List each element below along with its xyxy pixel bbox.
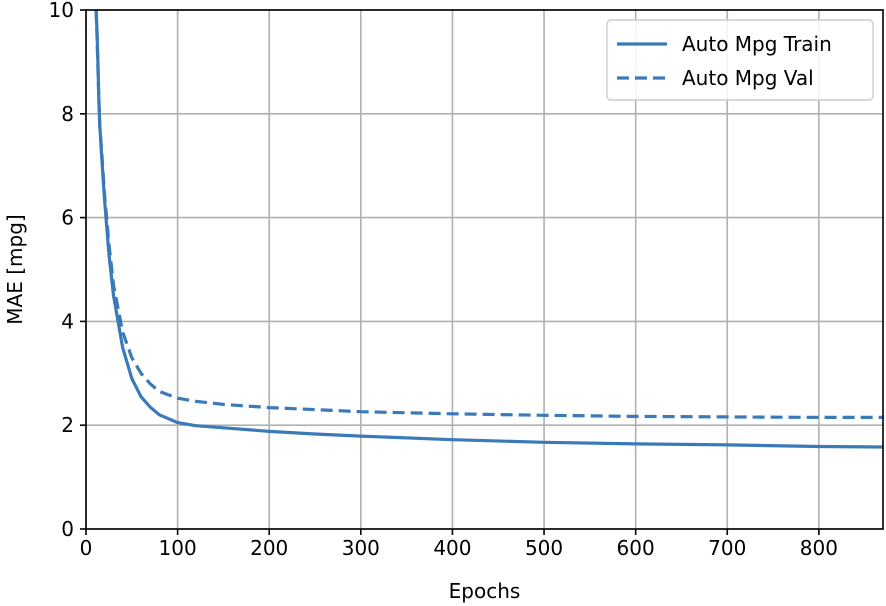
x-tick-label: 200 [250, 536, 288, 560]
y-tick-label: 6 [61, 206, 74, 230]
grid [85, 9, 883, 530]
y-tick-label: 0 [61, 517, 74, 541]
legend-train-label: Auto Mpg Train [682, 32, 832, 56]
x-tick-label: 500 [525, 536, 563, 560]
x-tick-label: 0 [80, 536, 93, 560]
legend-val-label: Auto Mpg Val [682, 66, 814, 90]
series-layer [94, 10, 883, 449]
x-axis-title: Epochs [449, 579, 521, 603]
x-tick-label: 100 [159, 536, 197, 560]
legend: Auto Mpg Train Auto Mpg Val [606, 19, 874, 101]
plot-frame [85, 9, 884, 530]
y-tick-label: 8 [61, 102, 74, 126]
y-tick-label: 10 [49, 0, 74, 22]
axis-ticks: 0 100 200 300 400 500 600 700 800 0 2 4 6 8 10 [49, 0, 838, 560]
x-tick-label: 300 [342, 536, 380, 560]
y-tick-label: 2 [61, 413, 74, 437]
x-tick-label: 600 [617, 536, 655, 560]
val-series-line [94, 10, 883, 419]
x-tick-label: 800 [800, 536, 838, 560]
x-tick-label: 400 [433, 536, 471, 560]
x-tick-label: 700 [708, 536, 746, 560]
y-tick-label: 4 [61, 309, 74, 333]
y-axis-title: MAE [mpg] [3, 214, 27, 324]
legend-box [606, 19, 874, 101]
